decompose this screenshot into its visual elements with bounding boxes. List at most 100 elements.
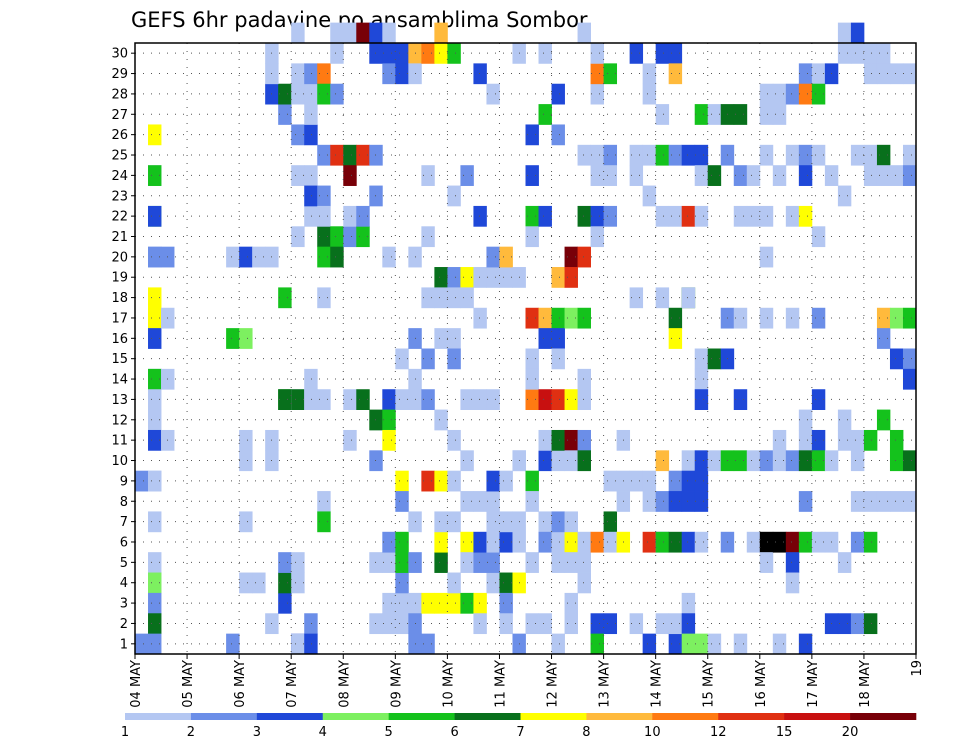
colorbar-label: 7 bbox=[516, 725, 524, 740]
heatmap-cell bbox=[525, 368, 539, 390]
heatmap-cell bbox=[304, 83, 318, 105]
heatmap-cell bbox=[655, 205, 670, 227]
heatmap-cell bbox=[798, 83, 813, 105]
heatmap-cell bbox=[291, 389, 305, 410]
heatmap-cell bbox=[811, 531, 826, 553]
heatmap-cell bbox=[278, 572, 292, 594]
heatmap-cell bbox=[681, 491, 696, 512]
heatmap-cell bbox=[447, 43, 461, 64]
heatmap-cell bbox=[486, 83, 500, 105]
heatmap-cell bbox=[317, 246, 331, 268]
heatmap-cell bbox=[603, 531, 618, 553]
heatmap-cell bbox=[460, 491, 474, 512]
heatmap-cell bbox=[811, 144, 826, 166]
y-tick-label: 27 bbox=[111, 108, 128, 123]
heatmap-cell bbox=[733, 205, 748, 227]
heatmap-cell bbox=[668, 307, 683, 329]
heatmap-cell bbox=[694, 491, 709, 512]
heatmap-cell bbox=[395, 43, 409, 64]
heatmap-cell bbox=[811, 389, 826, 410]
heatmap-cell bbox=[486, 511, 500, 533]
colorbar-swatch bbox=[322, 713, 389, 720]
heatmap-cell bbox=[655, 531, 670, 553]
heatmap-cell bbox=[343, 22, 357, 44]
heatmap-cell bbox=[473, 613, 487, 635]
heatmap-cell bbox=[772, 531, 787, 553]
heatmap-cell bbox=[811, 307, 826, 329]
heatmap-cell bbox=[811, 450, 826, 472]
y-tick-label: 17 bbox=[111, 311, 128, 326]
heatmap-cell bbox=[759, 205, 774, 227]
heatmap-cell bbox=[850, 450, 865, 472]
heatmap-cell bbox=[226, 633, 240, 655]
heatmap-cell bbox=[889, 491, 904, 512]
heatmap-cell bbox=[772, 450, 787, 472]
heatmap-cell bbox=[460, 267, 474, 288]
heatmap-cell bbox=[304, 124, 318, 146]
heatmap-cell bbox=[343, 165, 357, 186]
heatmap-cell bbox=[148, 511, 162, 533]
heatmap-cell bbox=[278, 552, 292, 573]
heatmap-cell bbox=[447, 592, 461, 614]
heatmap-cell bbox=[876, 144, 891, 166]
heatmap-cell bbox=[499, 267, 513, 288]
heatmap-cell bbox=[252, 246, 266, 268]
heatmap-cell bbox=[356, 205, 370, 227]
heatmap-cell bbox=[577, 246, 591, 268]
heatmap-cell bbox=[538, 307, 552, 329]
heatmap-cell bbox=[395, 531, 409, 553]
heatmap-cell bbox=[434, 267, 448, 288]
heatmap-cell bbox=[668, 531, 683, 553]
heatmap-cell bbox=[421, 389, 435, 410]
heatmap-cell bbox=[577, 368, 591, 390]
heatmap-cell bbox=[421, 592, 435, 614]
y-tick-label: 20 bbox=[111, 250, 128, 265]
heatmap-cell bbox=[863, 144, 878, 166]
y-tick-label: 13 bbox=[111, 393, 128, 408]
heatmap-cell bbox=[252, 572, 266, 594]
heatmap-cell bbox=[603, 63, 618, 85]
heatmap-cell bbox=[590, 43, 604, 64]
heatmap-cell bbox=[902, 144, 917, 166]
heatmap-cell bbox=[733, 165, 748, 186]
colorbar-swatch bbox=[125, 713, 192, 720]
heatmap-cell bbox=[434, 43, 448, 64]
heatmap-cell bbox=[564, 389, 578, 410]
heatmap-cell bbox=[486, 552, 500, 573]
heatmap-cell bbox=[369, 22, 383, 44]
heatmap-cell bbox=[850, 531, 865, 553]
x-tick-label: 08 MAY bbox=[337, 660, 352, 708]
heatmap-cell bbox=[239, 572, 253, 594]
heatmap-cell bbox=[278, 104, 292, 125]
heatmap-cell bbox=[564, 511, 578, 533]
heatmap-cell bbox=[486, 246, 500, 268]
heatmap-cell bbox=[811, 429, 826, 451]
heatmap-cell bbox=[486, 491, 500, 512]
heatmap-cell bbox=[551, 83, 565, 105]
heatmap-cell bbox=[499, 531, 513, 553]
heatmap-cell bbox=[694, 368, 709, 390]
heatmap-cell bbox=[148, 633, 162, 655]
heatmap-cell bbox=[148, 552, 162, 573]
heatmap-cell bbox=[148, 389, 162, 410]
colorbar-swatch bbox=[454, 713, 521, 720]
heatmap-cell bbox=[382, 389, 396, 410]
heatmap-cell bbox=[447, 267, 461, 288]
y-tick-label: 8 bbox=[120, 495, 128, 510]
heatmap-cell bbox=[564, 531, 578, 553]
heatmap-cell bbox=[694, 531, 709, 553]
heatmap-cell bbox=[538, 328, 552, 349]
heatmap-cell bbox=[382, 552, 396, 573]
heatmap-cell bbox=[382, 613, 396, 635]
x-tick-label: 16 MAY bbox=[754, 660, 769, 708]
heatmap-cell bbox=[642, 144, 657, 166]
heatmap-cell bbox=[694, 389, 709, 410]
heatmap-cell bbox=[642, 63, 657, 85]
heatmap-cell bbox=[655, 287, 670, 309]
heatmap-cell bbox=[551, 389, 565, 410]
heatmap-cell bbox=[681, 531, 696, 553]
heatmap-cell bbox=[434, 592, 448, 614]
heatmap-cell bbox=[694, 144, 709, 166]
heatmap-cell bbox=[590, 613, 604, 635]
heatmap-cell bbox=[811, 63, 826, 85]
